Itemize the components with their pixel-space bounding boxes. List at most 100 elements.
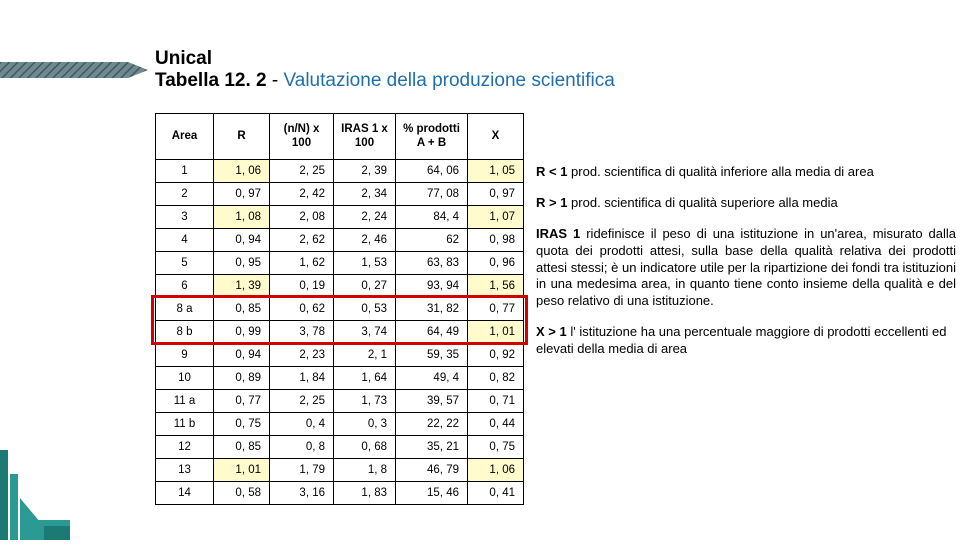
- table-cell: 0, 94: [214, 229, 270, 252]
- table-cell: 4: [156, 229, 214, 252]
- table-cell: 39, 57: [396, 390, 468, 413]
- title-line2: Tabella 12. 2 - Valutazione della produz…: [155, 70, 615, 92]
- table-cell: 22, 22: [396, 413, 468, 436]
- table-body: 11, 062, 252, 3964, 061, 0520, 972, 422,…: [156, 160, 524, 505]
- table-cell: 0, 77: [468, 298, 524, 321]
- table-header-cell: IRAS 1 x 100: [334, 114, 396, 160]
- table-cell: 3, 74: [334, 321, 396, 344]
- table-cell: 3: [156, 206, 214, 229]
- table-row: 100, 891, 841, 6449, 40, 82: [156, 367, 524, 390]
- table-cell: 1, 73: [334, 390, 396, 413]
- table-cell: 0, 71: [468, 390, 524, 413]
- table-row: 31, 082, 082, 2484, 41, 07: [156, 206, 524, 229]
- table-cell: 93, 94: [396, 275, 468, 298]
- table-row: 8 b0, 993, 783, 7464, 491, 01: [156, 321, 524, 344]
- table-cell: 1, 01: [468, 321, 524, 344]
- table-cell: 63, 83: [396, 252, 468, 275]
- table-cell: 0, 8: [270, 436, 334, 459]
- table-cell: 1, 8: [334, 459, 396, 482]
- table-cell: 2, 23: [270, 344, 334, 367]
- table-cell: 10: [156, 367, 214, 390]
- table-cell: 6: [156, 275, 214, 298]
- table-cell: 1, 07: [468, 206, 524, 229]
- table-cell: 2, 1: [334, 344, 396, 367]
- table-row: 11 a0, 772, 251, 7339, 570, 71: [156, 390, 524, 413]
- legend-iras: IRAS 1 ridefinisce il peso di una istitu…: [536, 226, 956, 310]
- table-cell: 1, 64: [334, 367, 396, 390]
- table-cell: 49, 4: [396, 367, 468, 390]
- table-cell: 0, 77: [214, 390, 270, 413]
- table-cell: 0, 98: [468, 229, 524, 252]
- table-cell: 64, 06: [396, 160, 468, 183]
- table-cell: 0, 27: [334, 275, 396, 298]
- table-cell: 0, 68: [334, 436, 396, 459]
- table-cell: 0, 94: [214, 344, 270, 367]
- title-line1: Unical: [155, 48, 615, 70]
- table-cell: 0, 85: [214, 436, 270, 459]
- legend-r-lt: R < 1 prod. scientifica di qualità infer…: [536, 164, 956, 181]
- table-cell: 2, 46: [334, 229, 396, 252]
- table-cell: 1, 06: [214, 160, 270, 183]
- table-cell: 0, 3: [334, 413, 396, 436]
- table-cell: 0, 62: [270, 298, 334, 321]
- table-cell: 0, 75: [214, 413, 270, 436]
- table-header-row: AreaR(n/N) x 100IRAS 1 x 100% prodotti A…: [156, 114, 524, 160]
- legend-r-gt: R > 1 prod. scientifica di qualità super…: [536, 195, 956, 212]
- table-cell: 1, 08: [214, 206, 270, 229]
- table-cell: 0, 75: [468, 436, 524, 459]
- table-row: 40, 942, 622, 46620, 98: [156, 229, 524, 252]
- table-cell: 0, 92: [468, 344, 524, 367]
- table-cell: 15, 46: [396, 482, 468, 505]
- table-cell: 2, 62: [270, 229, 334, 252]
- table-cell: 2, 25: [270, 160, 334, 183]
- table-row: 140, 583, 161, 8315, 460, 41: [156, 482, 524, 505]
- table-cell: 1: [156, 160, 214, 183]
- table-cell: 0, 19: [270, 275, 334, 298]
- table-cell: 1, 79: [270, 459, 334, 482]
- table-cell: 1, 05: [468, 160, 524, 183]
- table-row: 20, 972, 422, 3477, 080, 97: [156, 183, 524, 206]
- data-table-wrap: AreaR(n/N) x 100IRAS 1 x 100% prodotti A…: [155, 110, 524, 505]
- table-row: 61, 390, 190, 2793, 941, 56: [156, 275, 524, 298]
- table-cell: 0, 99: [214, 321, 270, 344]
- table-cell: 77, 08: [396, 183, 468, 206]
- table-cell: 35, 21: [396, 436, 468, 459]
- data-table: AreaR(n/N) x 100IRAS 1 x 100% prodotti A…: [155, 113, 524, 505]
- table-cell: 1, 84: [270, 367, 334, 390]
- table-cell: 0, 97: [468, 183, 524, 206]
- table-cell: 0, 82: [468, 367, 524, 390]
- table-cell: 1, 06: [468, 459, 524, 482]
- table-cell: 8 a: [156, 298, 214, 321]
- table-row: 11 b0, 750, 40, 322, 220, 44: [156, 413, 524, 436]
- table-cell: 11 a: [156, 390, 214, 413]
- table-row: 120, 850, 80, 6835, 210, 75: [156, 436, 524, 459]
- table-cell: 1, 53: [334, 252, 396, 275]
- table-cell: 2, 25: [270, 390, 334, 413]
- table-cell: 1, 56: [468, 275, 524, 298]
- table-cell: 1, 01: [214, 459, 270, 482]
- table-cell: 0, 89: [214, 367, 270, 390]
- legend-x: X > 1 l' istituzione ha una percentuale …: [536, 324, 956, 358]
- table-cell: 2, 42: [270, 183, 334, 206]
- table-header-cell: X: [468, 114, 524, 160]
- table-cell: 0, 97: [214, 183, 270, 206]
- table-row: 50, 951, 621, 5363, 830, 96: [156, 252, 524, 275]
- table-cell: 0, 85: [214, 298, 270, 321]
- decorative-arrow: [0, 62, 148, 78]
- table-cell: 0, 95: [214, 252, 270, 275]
- table-header-cell: Area: [156, 114, 214, 160]
- table-cell: 2, 08: [270, 206, 334, 229]
- table-cell: 2, 34: [334, 183, 396, 206]
- table-cell: 8 b: [156, 321, 214, 344]
- table-cell: 5: [156, 252, 214, 275]
- table-cell: 0, 58: [214, 482, 270, 505]
- table-header-cell: % prodotti A + B: [396, 114, 468, 160]
- table-cell: 0, 44: [468, 413, 524, 436]
- table-cell: 14: [156, 482, 214, 505]
- table-cell: 64, 49: [396, 321, 468, 344]
- table-cell: 1, 62: [270, 252, 334, 275]
- table-cell: 9: [156, 344, 214, 367]
- table-cell: 3, 78: [270, 321, 334, 344]
- table-cell: 12: [156, 436, 214, 459]
- decorative-corner: [0, 450, 70, 540]
